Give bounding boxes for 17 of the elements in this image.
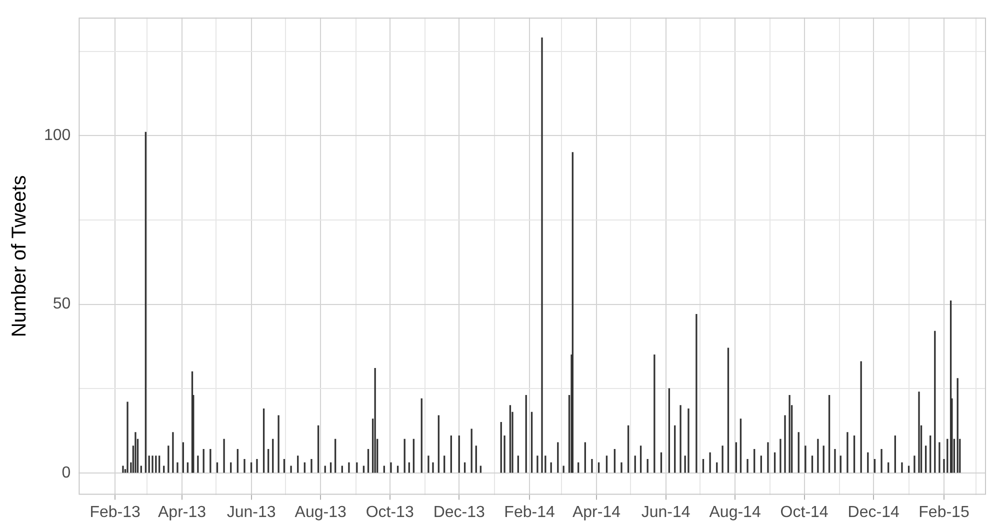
- x-tick-label: Jun-13: [226, 504, 276, 521]
- x-tick-label: Apr-13: [158, 504, 206, 521]
- x-tick-label: Feb-14: [504, 504, 555, 521]
- x-tick-label: Jun-14: [641, 504, 690, 521]
- y-tick-label: 100: [44, 127, 71, 144]
- y-axis-title: Number of Tweets: [8, 175, 31, 338]
- x-tick-label: Feb-13: [90, 504, 140, 521]
- x-tick-label: Dec-14: [848, 504, 900, 521]
- x-tick-label: Aug-14: [709, 504, 761, 521]
- x-tick-label: Aug-13: [294, 504, 346, 521]
- y-tick-label: 50: [52, 296, 71, 313]
- x-tick-label: Feb-15: [918, 504, 970, 521]
- x-tick-label: Apr-14: [572, 504, 621, 521]
- x-tick-label: Oct-14: [780, 504, 828, 521]
- x-tick-label: Oct-13: [366, 504, 414, 521]
- x-tick-label: Dec-13: [433, 504, 485, 521]
- y-tick-label: 0: [62, 464, 71, 482]
